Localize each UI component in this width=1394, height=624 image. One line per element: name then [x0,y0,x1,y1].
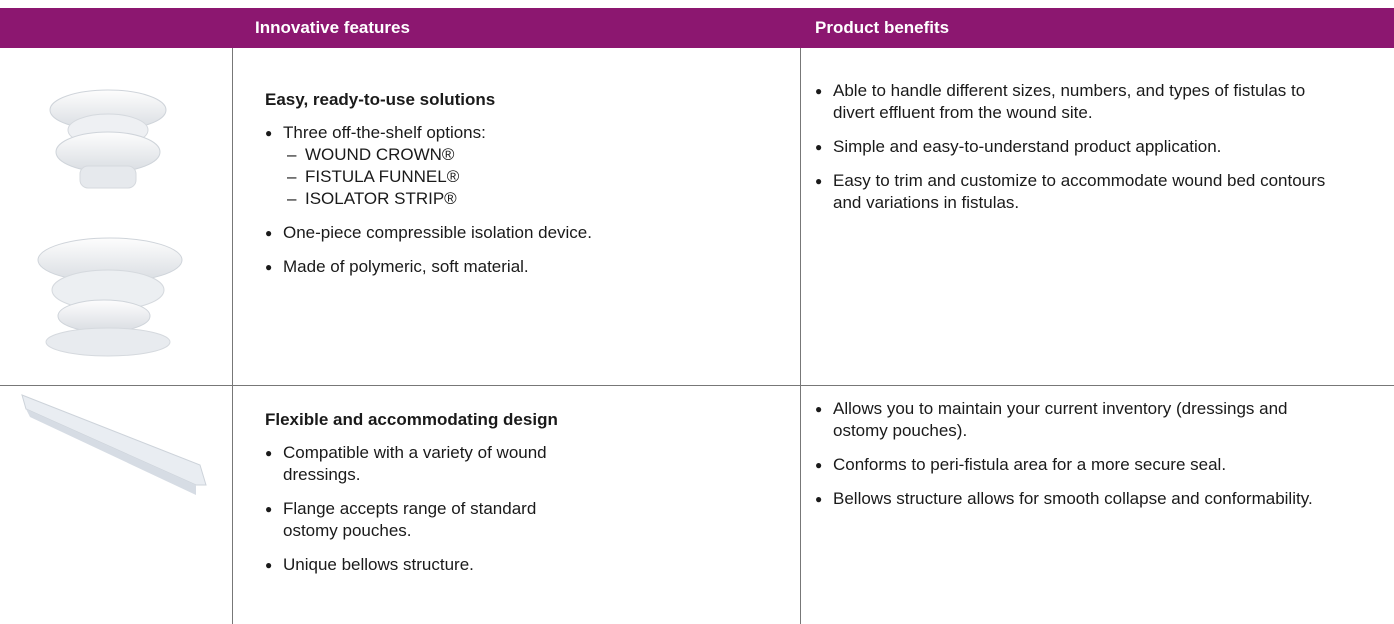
benefit-item: Able to handle different sizes, numbers,… [815,80,1345,124]
feature-title: Easy, ready-to-use solutions [265,90,496,109]
benefits-cell: Able to handle different sizes, numbers,… [815,80,1345,226]
row-divider [0,385,1394,386]
column-header: Product benefits [815,18,950,37]
table-header: Innovative features Product benefits [0,8,1394,48]
benefit-item: Simple and easy-to-understand product ap… [815,136,1345,158]
benefits-cell: Allows you to maintain your current inve… [815,398,1345,522]
column-header: Innovative features [255,18,410,37]
feature-title: Flexible and accommodating design [265,410,558,429]
feature-text: Three off-the-shelf options: [283,123,486,142]
feature-item: Flange accepts range of standard ostomy … [265,498,565,542]
product-image [37,89,183,357]
feature-item: Unique bellows structure. [265,554,565,576]
benefit-item: Easy to trim and customize to accommodat… [815,170,1345,214]
feature-item: Made of polymeric, soft material. [265,256,765,278]
product-image [21,394,207,495]
features-cell: Flexible and accommodating design Compat… [265,410,565,588]
feature-subitem: FISTULA FUNNEL® [283,166,765,188]
feature-item: One-piece compressible isolation device. [265,222,765,244]
feature-item: Compatible with a variety of wound dress… [265,442,565,486]
column-divider [232,48,233,624]
benefit-item: Conforms to peri-fistula area for a more… [815,454,1345,476]
features-cell: Easy, ready-to-use solutions Three off-t… [265,90,765,290]
feature-subitem: ISOLATOR STRIP® [283,188,765,210]
benefit-item: Bellows structure allows for smooth coll… [815,488,1345,510]
feature-subitem: WOUND CROWN® [283,144,765,166]
feature-item: Three off-the-shelf options: WOUND CROWN… [265,122,765,210]
column-divider [800,48,801,624]
benefit-item: Allows you to maintain your current inve… [815,398,1345,442]
